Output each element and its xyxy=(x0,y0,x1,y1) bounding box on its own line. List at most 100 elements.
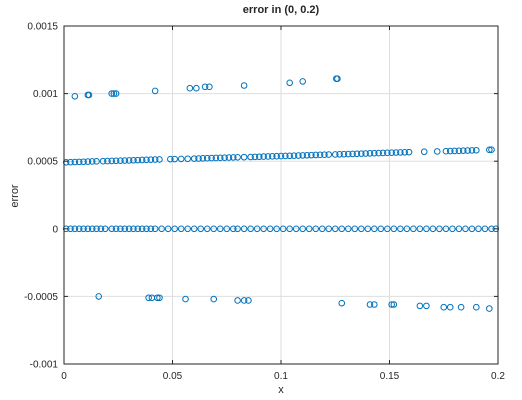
x-axis-label: x xyxy=(278,384,284,396)
data-point xyxy=(481,225,489,233)
data-point xyxy=(299,152,307,159)
data-point xyxy=(145,294,152,302)
data-point xyxy=(240,82,248,89)
data-point xyxy=(203,225,211,233)
data-point xyxy=(282,152,289,160)
data-point xyxy=(256,153,263,161)
data-point xyxy=(266,225,274,233)
data-point xyxy=(292,225,300,233)
data-point xyxy=(299,78,307,85)
data-point xyxy=(462,225,469,233)
data-point xyxy=(344,225,352,233)
x-tick-label: 0 xyxy=(61,371,67,382)
data-point xyxy=(99,157,107,165)
data-point xyxy=(371,301,378,308)
data-point xyxy=(229,225,237,233)
data-point xyxy=(156,156,163,163)
data-point xyxy=(488,146,495,154)
data-point xyxy=(125,157,133,164)
data-point xyxy=(397,225,404,233)
data-point xyxy=(245,297,252,304)
data-point xyxy=(117,225,124,233)
data-point xyxy=(410,225,417,233)
data-point xyxy=(433,148,441,155)
data-point xyxy=(84,158,92,165)
y-axis-label: error xyxy=(9,184,21,208)
data-point xyxy=(316,151,324,159)
data-point xyxy=(375,149,382,157)
data-point xyxy=(186,84,194,92)
data-point xyxy=(151,225,159,233)
data-point xyxy=(353,150,361,158)
data-point xyxy=(303,151,311,159)
data-point xyxy=(423,225,430,233)
data-point xyxy=(104,157,111,165)
data-point xyxy=(449,225,456,233)
data-point xyxy=(286,79,293,87)
data-point xyxy=(212,154,220,162)
data-point xyxy=(251,153,259,161)
data-point xyxy=(147,225,155,233)
data-point xyxy=(492,225,500,233)
data-point xyxy=(286,152,293,160)
data-point xyxy=(377,225,385,233)
data-point xyxy=(321,151,328,159)
data-point xyxy=(112,157,120,165)
data-point xyxy=(80,225,87,233)
data-point xyxy=(464,147,471,154)
y-tick-label: 0.0005 xyxy=(27,157,58,168)
data-point xyxy=(273,225,280,233)
data-point xyxy=(349,150,356,158)
y-tick-label: -0.0005 xyxy=(24,292,58,303)
data-point xyxy=(357,150,365,157)
data-point xyxy=(223,225,231,233)
data-point xyxy=(446,303,454,311)
data-point xyxy=(312,151,320,159)
data-point xyxy=(384,149,391,157)
data-point xyxy=(240,225,248,233)
data-point xyxy=(84,225,92,233)
data-point xyxy=(93,225,100,233)
data-point xyxy=(397,149,404,156)
data-point xyxy=(366,150,374,157)
data-point xyxy=(234,153,241,161)
data-point xyxy=(88,225,96,233)
data-point xyxy=(190,225,198,233)
data-point xyxy=(336,151,343,158)
data-point xyxy=(167,155,174,163)
data-point xyxy=(184,155,191,163)
data-point xyxy=(401,148,408,156)
data-point xyxy=(344,150,352,158)
data-point xyxy=(62,158,70,166)
data-point xyxy=(318,225,326,233)
data-point xyxy=(384,225,391,233)
data-point xyxy=(416,302,424,310)
data-point xyxy=(325,151,333,158)
data-point xyxy=(151,156,159,163)
data-point xyxy=(182,295,189,303)
data-point xyxy=(234,225,241,233)
data-point xyxy=(366,301,374,308)
data-point xyxy=(475,225,482,233)
data-point xyxy=(260,153,267,160)
data-point xyxy=(199,155,207,162)
data-point xyxy=(240,153,248,161)
data-point xyxy=(403,225,411,233)
data-point xyxy=(117,157,124,164)
data-point xyxy=(457,303,465,311)
data-points xyxy=(62,75,500,312)
data-point xyxy=(151,87,159,95)
data-point xyxy=(234,297,241,304)
data-point xyxy=(193,84,200,92)
data-point xyxy=(171,225,178,233)
data-point xyxy=(442,147,450,155)
data-point xyxy=(338,225,346,233)
data-point xyxy=(216,154,224,162)
x-tick-label: 0.1 xyxy=(274,371,288,382)
data-point xyxy=(286,225,293,233)
data-point xyxy=(247,225,254,233)
data-point xyxy=(130,225,137,233)
data-point xyxy=(97,225,105,233)
data-point xyxy=(71,158,79,166)
data-point xyxy=(71,225,79,233)
